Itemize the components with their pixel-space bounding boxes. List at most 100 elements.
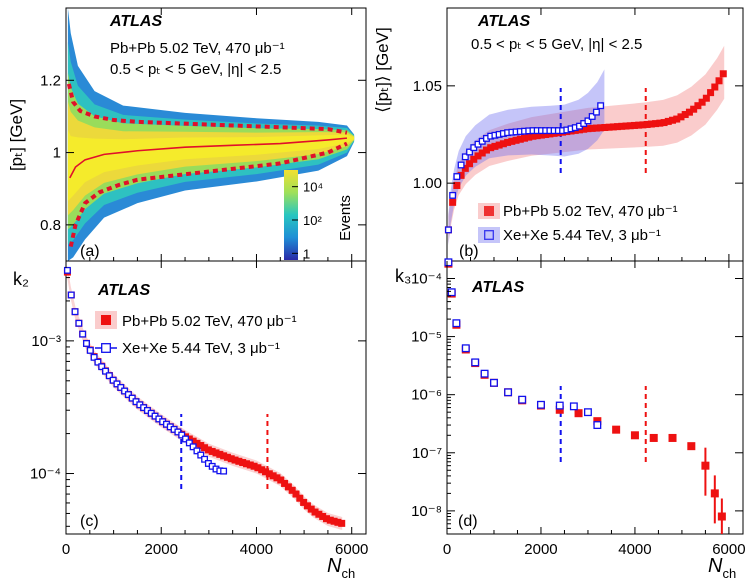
data-point	[197, 451, 205, 459]
data-point	[457, 161, 465, 169]
data-point	[315, 510, 323, 518]
x-tick-label: 0	[443, 541, 451, 558]
panel-a-ylabel: [pₜ] [GeV]	[7, 99, 26, 171]
data-point	[311, 508, 319, 516]
panel-c: 0 2000 4000 6000 10⁻⁴ 10⁻³ ATLAS (c) k₂ Nch P…	[13, 260, 368, 581]
panel-c-xlabel: Nch	[327, 555, 355, 581]
data-point	[701, 461, 710, 470]
data-point	[605, 123, 613, 131]
data-point	[495, 141, 503, 149]
data-point	[592, 124, 600, 132]
data-point	[630, 121, 638, 129]
syst-band	[448, 45, 725, 244]
data-point	[201, 444, 209, 452]
data-point	[75, 319, 83, 327]
data-point	[447, 288, 456, 297]
panel-b: 1.00 1.05 ATLAS 0.5 < pₜ < 5 GeV, |η| < 2…	[373, 7, 744, 262]
data-point	[516, 135, 524, 143]
data-point	[555, 405, 564, 414]
legend-marker-xexe	[484, 230, 494, 240]
data-point	[231, 456, 239, 464]
data-point	[555, 401, 564, 410]
data-point	[220, 467, 228, 475]
legend-marker-xexe	[478, 227, 500, 243]
data-point	[109, 376, 117, 384]
data-point	[487, 144, 495, 152]
data-point	[189, 437, 197, 445]
data-point	[533, 132, 541, 140]
x-tick-label: 4000	[240, 541, 273, 558]
data-point	[254, 464, 262, 472]
data-point	[444, 258, 453, 267]
y-tick-label: 10⁻⁴	[30, 466, 61, 483]
data-point	[537, 400, 545, 409]
data-point	[79, 330, 87, 338]
data-point	[580, 125, 588, 133]
band-upper-line	[66, 83, 348, 135]
data-point	[128, 394, 136, 402]
data-point	[630, 431, 639, 440]
data-point	[715, 77, 723, 85]
data-point	[491, 142, 499, 150]
syst-band	[67, 265, 343, 531]
data-point	[461, 344, 470, 353]
data-point	[626, 122, 634, 130]
data-point	[227, 455, 235, 463]
colorbar-ticks: 1 10² 10⁴	[292, 180, 323, 261]
data-point	[83, 340, 90, 347]
panel-a-annotation-2: 0.5 < pₜ < 5 GeV, |η| < 2.5	[110, 61, 281, 78]
panel-a-atlas-label: ATLAS	[109, 13, 162, 30]
band-lower-line	[68, 141, 348, 247]
data-point	[574, 409, 583, 418]
data-point	[569, 402, 578, 411]
panel-c-atlas-label: ATLAS	[97, 282, 150, 299]
panel-a-annotation-1: Pb+Pb 5.02 TeV, 470 μb⁻¹	[110, 40, 285, 57]
data-point	[609, 123, 617, 131]
data-point	[189, 443, 197, 451]
data-point	[612, 425, 621, 434]
panel-b-plot-area	[444, 45, 727, 246]
data-point	[702, 94, 710, 102]
data-point	[105, 372, 113, 380]
data-point	[584, 117, 592, 125]
data-point	[584, 408, 592, 417]
panel-c-plot-area	[63, 265, 346, 531]
y-tick-label: 10⁻⁵	[411, 329, 442, 346]
panel-c-frame	[65, 260, 367, 535]
y-tick-label: 10⁻⁷	[412, 445, 442, 462]
panel-c-legend: Pb+Pb 5.02 TeV, 470 μb⁻¹ Xe+Xe 5.44 TeV,…	[95, 311, 297, 357]
data-point	[117, 384, 125, 391]
data-point	[452, 319, 461, 328]
colorbar-tick-label: 10⁴	[303, 180, 323, 195]
data-point	[102, 367, 109, 375]
data-point	[597, 124, 605, 132]
data-point	[647, 120, 655, 128]
panel-b-ylabel: ⟨[pₜ]⟩ [GeV]	[373, 27, 392, 112]
data-point	[449, 191, 457, 199]
data-point	[656, 119, 664, 127]
panel-b-atlas-label: ATLAS	[477, 13, 530, 30]
data-point	[614, 123, 622, 131]
data-point	[296, 494, 304, 502]
data-point	[711, 83, 719, 91]
x-tick-label: 4000	[618, 541, 651, 558]
panel-d-axes: 0 2000 4000 6000 10⁻⁸ 10⁻⁷ 10⁻⁶ 10⁻⁵ 10⁻⁴	[411, 261, 746, 558]
x-tick-label: 2000	[524, 541, 557, 558]
data-point	[478, 149, 486, 157]
data-point	[212, 449, 220, 457]
data-point	[303, 502, 311, 510]
data-point	[649, 433, 658, 442]
data-point	[94, 358, 102, 366]
y-tick-label: 10⁻⁴	[411, 270, 442, 287]
y-tick-label: 1.00	[413, 175, 442, 192]
panel-d-plot-area	[444, 258, 726, 534]
panel-d-frame	[446, 260, 744, 535]
data-point	[504, 138, 512, 146]
data-point	[668, 433, 677, 442]
data-point	[201, 455, 209, 463]
data-point	[90, 353, 98, 361]
panel-d-atlas-label: ATLAS	[471, 279, 524, 296]
data-point	[242, 460, 250, 468]
data-point	[193, 447, 201, 455]
